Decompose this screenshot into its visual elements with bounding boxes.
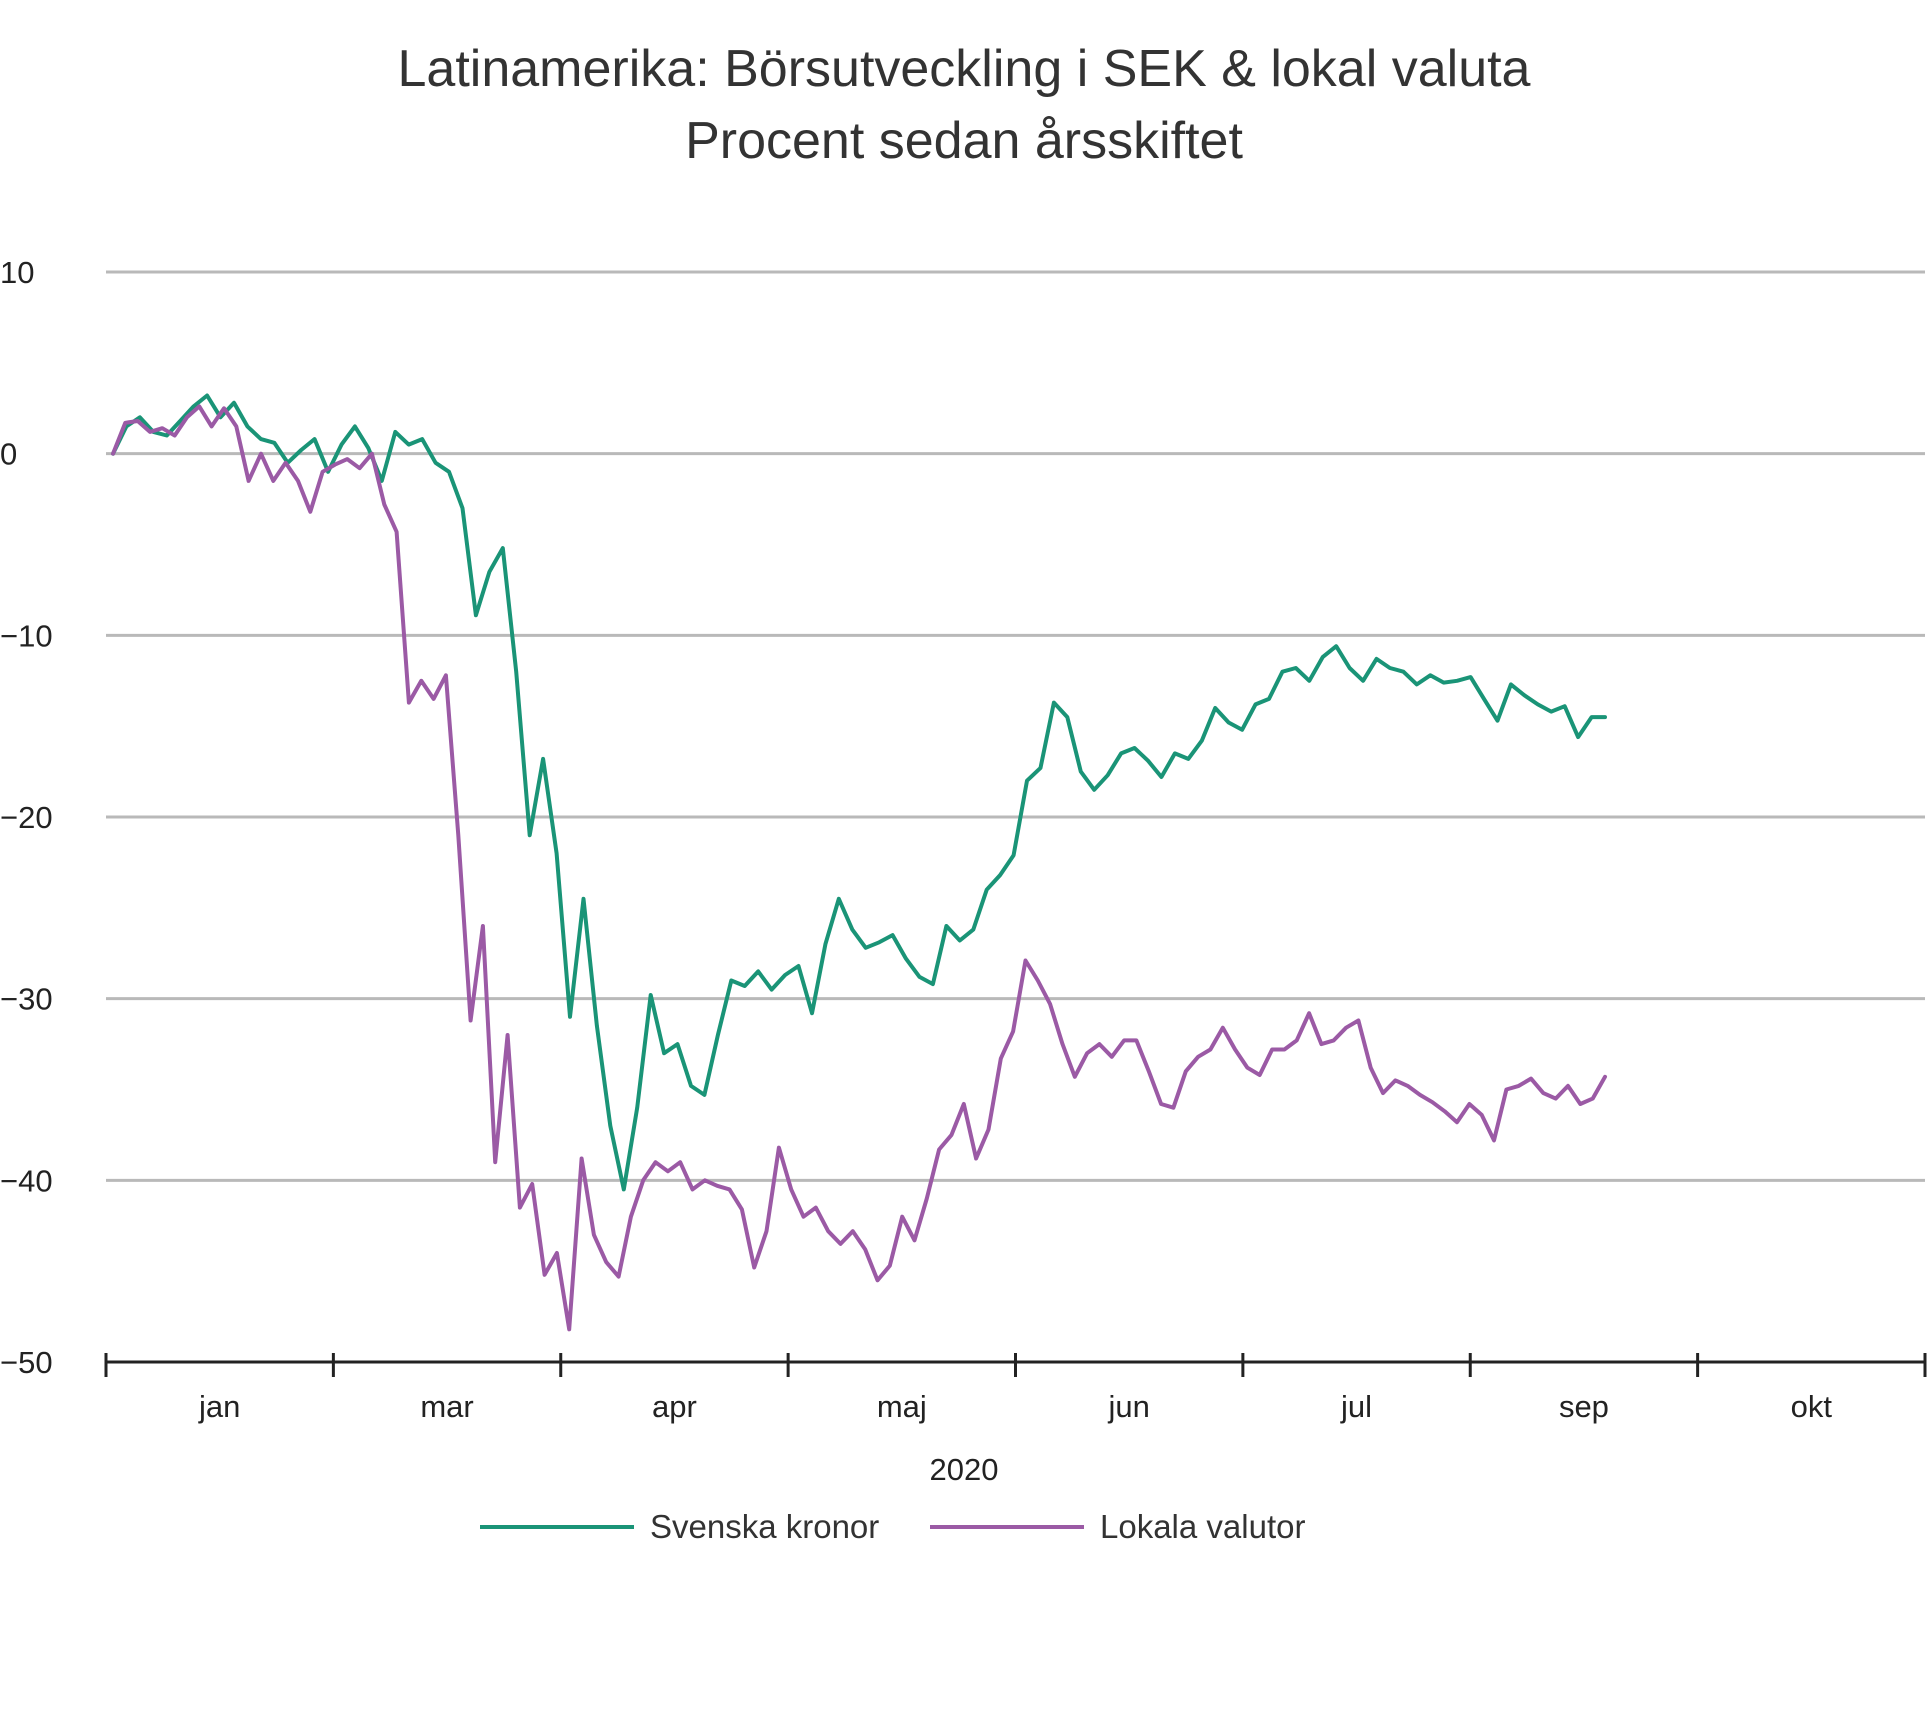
legend: Svenska kronor Lokala valutor <box>480 1508 1305 1545</box>
y-axis-ticks: 10 0 −10 −20 −30 −40 −50 <box>0 255 53 1380</box>
legend-label-lokala-valutor: Lokala valutor <box>1100 1508 1305 1545</box>
x-tick-label: jan <box>198 1389 240 1424</box>
x-tick-label: jul <box>1340 1389 1372 1424</box>
x-tick-label: sep <box>1559 1389 1609 1424</box>
y-tick-label: 10 <box>0 255 34 290</box>
x-tick-label: mar <box>420 1389 473 1424</box>
x-tick-label: apr <box>652 1389 697 1424</box>
x-tick-label: jun <box>1108 1389 1150 1424</box>
gridlines <box>106 270 1925 1182</box>
chart-subtitle: Procent sedan årsskiftet <box>685 112 1243 170</box>
x-tick-label: maj <box>877 1389 927 1424</box>
y-tick-label: −30 <box>0 982 53 1017</box>
y-tick-label: −10 <box>0 618 53 653</box>
x-axis-label: 2020 <box>930 1452 999 1487</box>
series-lines <box>111 393 1607 1332</box>
y-tick-label: −20 <box>0 800 53 835</box>
x-axis: jan mar apr maj jun jul sep okt <box>104 1353 1927 1424</box>
legend-label-svenska-kronor: Svenska kronor <box>650 1508 879 1545</box>
y-tick-label: −40 <box>0 1163 53 1198</box>
x-tick-label: okt <box>1791 1389 1833 1424</box>
y-tick-label: 0 <box>0 437 17 472</box>
series-line-svenska-kronor <box>111 393 1607 1192</box>
series-line-lokala-valutor <box>111 404 1607 1332</box>
chart-title: Latinamerika: Börsutveckling i SEK & lok… <box>398 40 1531 98</box>
y-tick-label: −50 <box>0 1345 53 1380</box>
